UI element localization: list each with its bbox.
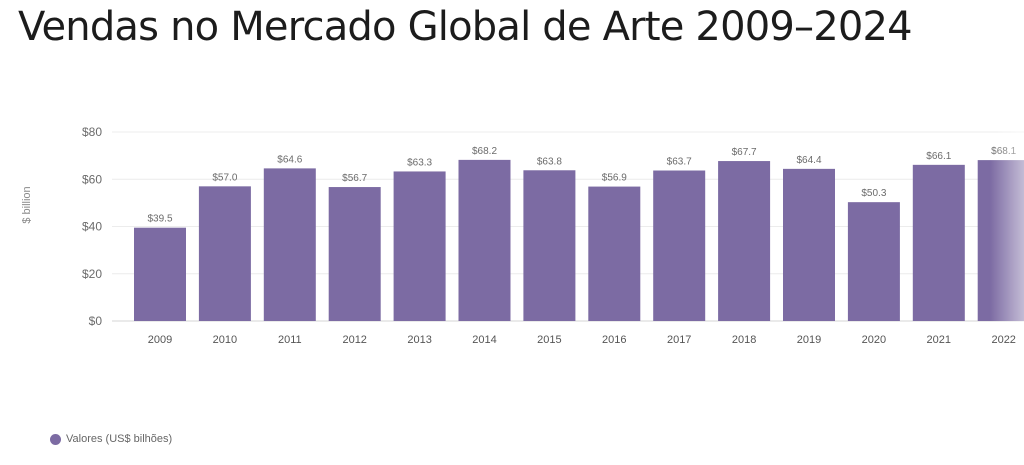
y-tick-label: $20 [82,267,102,281]
bar [847,202,900,321]
data-label: $50.3 [861,188,886,199]
legend[interactable]: Valores (US$ bilhões) [50,433,172,445]
x-tick-label: 2010 [213,334,237,346]
x-tick-label: 2020 [862,334,886,346]
y-axis-label: $ billion [21,186,33,223]
bar [783,168,835,321]
y-tick-label: $80 [82,125,102,139]
bar-chart: $0 $20 $40 $60 $80 $ billion $39.5 2009 $57.0 201… [21,125,1024,346]
bar [328,187,381,321]
data-label: $64.4 [796,155,821,166]
data-label: $56.7 [342,173,367,184]
x-tick-label: 2012 [342,334,366,346]
data-label: $68.1 [991,146,1016,157]
data-label: $67.7 [732,147,757,158]
data-label: $57.0 [212,172,237,183]
bar [263,168,316,321]
bar [718,161,771,321]
x-tick-label: 2014 [472,334,496,346]
x-tick-label: 2016 [602,334,626,346]
chart-title: Vendas no Mercado Global de Arte 2009–20… [18,4,913,50]
bar [912,164,965,321]
x-tick-label: 2022 [991,334,1015,346]
bar [523,170,576,321]
x-tick-label: 2013 [407,334,431,346]
x-tick-label: 2021 [927,334,951,346]
y-tick-label: $40 [82,220,102,234]
x-tick-label: 2017 [667,334,691,346]
bar [198,186,251,321]
data-label: $68.2 [472,146,497,157]
bar [588,186,641,321]
bar [134,227,186,321]
x-tick-label: 2019 [797,334,821,346]
data-label: $66.1 [926,151,951,162]
x-tick-label: 2009 [148,334,172,346]
legend-swatch [50,433,61,445]
data-label: $39.5 [147,214,172,225]
y-tick-label: $60 [82,172,102,186]
data-label: $63.8 [537,156,562,167]
bar [458,159,511,321]
data-label: $63.3 [407,157,432,168]
x-tick-label: 2018 [732,334,756,346]
x-tick-label: 2011 [278,334,302,346]
y-tick-label: $0 [89,314,103,328]
data-label: $64.6 [277,154,302,165]
bar [393,171,446,321]
bar [977,160,1024,321]
data-label: $63.7 [667,157,692,168]
data-label: $56.9 [602,173,627,184]
bar [653,170,706,321]
legend-label: Valores (US$ bilhões) [66,433,173,445]
x-tick-label: 2015 [537,334,561,346]
